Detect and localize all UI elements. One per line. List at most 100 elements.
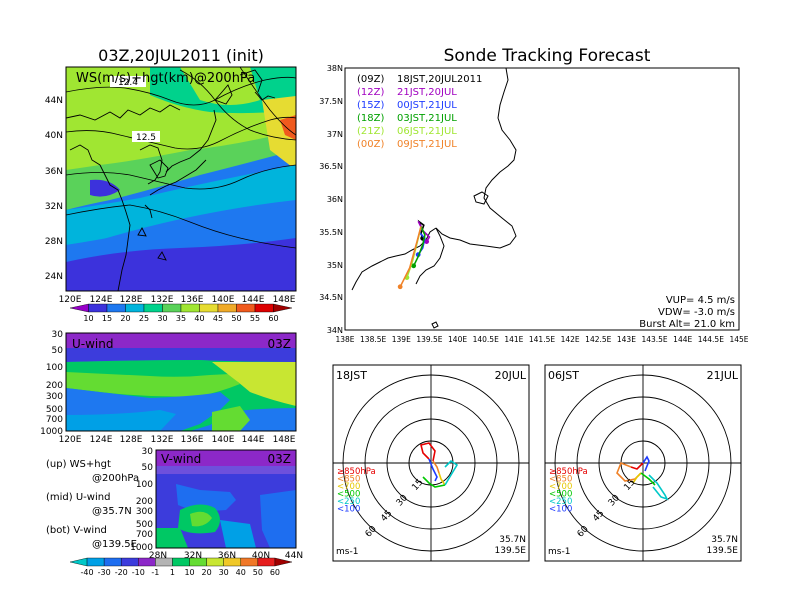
lon-tick: 138.5E: [360, 335, 386, 344]
contour-label-2: 12.5: [136, 133, 156, 143]
lat-tick: 28N: [45, 237, 63, 247]
colorbar-label: 30: [219, 568, 229, 577]
p-tick: 200: [136, 497, 153, 507]
panel-legend: (up) WS+hgt @200hPa (mid) U-wind @35.7N …: [46, 459, 139, 550]
top-panel-label: WS(m/s)+hgt(km)@200hPa: [76, 71, 255, 86]
top-colorbar: 10 15 20 25 30 35 40 45 50 55 60: [69, 303, 293, 323]
u-lon-ticks: 120E 124E 128E 132E 136E 140E 144E 148E: [59, 435, 296, 445]
lat-tick: 37N: [327, 130, 343, 139]
hodo-time: 18JST: [336, 369, 367, 382]
lat-tick: 24N: [45, 272, 63, 282]
colorbar-swatch: [217, 303, 237, 313]
contour-label-1: 12.4: [118, 78, 138, 88]
lat-tick: 44N: [45, 96, 63, 106]
p-tick: 100: [46, 363, 63, 373]
v-wind-time: 03Z: [268, 452, 292, 466]
lat-tick: 37.5N: [319, 97, 343, 106]
colorbar-swatch: [199, 303, 219, 313]
layer-legend-item: ≥850hPa: [549, 467, 588, 477]
sonde-track-line: [399, 226, 422, 288]
lon-tick: 132E: [151, 435, 174, 445]
colorbar-label: 60: [268, 314, 278, 323]
colorbar-swatch: [88, 303, 108, 313]
hodo-lon: 139.5E: [707, 546, 739, 556]
lon-tick: 148E: [273, 295, 296, 305]
wind-speed-map-panel: 12.4 12.5: [66, 67, 296, 291]
launch-legend: (09Z) 18JST,20JUL2011 (12Z) 21JST,20JUL …: [357, 74, 482, 150]
track-lat-ticks: 38N 37.5N 37N 36.5N 36N 35.5N 35N 34.5N …: [319, 64, 343, 335]
lat-tick: 40N: [252, 551, 270, 561]
colorbar-swatch: [172, 557, 190, 567]
colorbar-label: -30: [98, 568, 111, 577]
colorbar-swatch: [106, 303, 126, 313]
lon-tick: 140E: [212, 295, 235, 305]
top-lat-ticks: 44N 40N 36N 32N 28N 24N: [45, 96, 63, 282]
landing-point: [411, 263, 417, 269]
lon-tick: 124E: [90, 435, 113, 445]
hodo-date: 20JUL: [495, 369, 527, 382]
lat-tick: 28N: [149, 551, 167, 561]
wind-layer-trace: [432, 460, 440, 474]
launch-code: (18Z): [357, 113, 384, 124]
launch-code: (21Z): [357, 126, 384, 137]
colorbar-swatch: [240, 557, 259, 567]
hodo-lat: 35.7N: [711, 535, 738, 545]
p-tick: 500: [136, 520, 153, 530]
colorbar-swatch: [86, 557, 105, 567]
colorbar-label: 15: [102, 314, 112, 323]
colorbar-swatch: [206, 557, 224, 567]
hodo-right-labels: 06JST 21JUL ms-1 35.7N 139.5E: [548, 369, 739, 557]
ascent-info: VUP= 4.5 m/s VDW= -3.0 m/s Burst Alt= 21…: [639, 295, 735, 330]
layer-legend-item: <100: [549, 505, 572, 515]
colorbar-label: 35: [176, 314, 186, 323]
lat-tick: 32N: [45, 202, 63, 212]
landing-point: [424, 239, 430, 244]
layer-legend-item: ≥850hPa: [337, 467, 376, 477]
lon-tick: 120E: [59, 295, 82, 305]
wind-layer-trace: [640, 472, 656, 486]
colorbar-label: -20: [115, 568, 128, 577]
p-tick: 300: [136, 507, 153, 517]
hodo-lon: 139.5E: [495, 546, 527, 556]
colorbar-swatch: [155, 557, 173, 567]
colorbar-swatch: [257, 557, 276, 567]
lat-tick: 34.5N: [319, 293, 343, 302]
colorbar-swatch: [254, 303, 274, 313]
launch-label: 21JST,20JUL: [397, 87, 457, 98]
lon-tick: 142.5E: [585, 335, 611, 344]
hodo-date: 21JUL: [707, 369, 739, 382]
colorbar-swatch: [69, 303, 89, 313]
p-tick: 700: [136, 530, 153, 540]
colorbar-label: -40: [81, 568, 94, 577]
p-tick: 1000: [130, 543, 153, 553]
v-pressure-ticks: 30 50 100 200 300 500 700 1000: [130, 447, 153, 553]
hodo-unit: ms-1: [336, 547, 358, 557]
u-wind-panel: [66, 333, 296, 431]
lat-tick: 40N: [45, 131, 63, 141]
hodo-time: 06JST: [548, 369, 579, 382]
layer-legend-item: <500: [337, 490, 360, 500]
sonde-track-line: [412, 226, 426, 267]
top-lon-ticks: 120E 124E 128E 132E 136E 140E 144E 148E: [59, 295, 296, 305]
colorbar-swatch: [103, 557, 122, 567]
colorbar-label: 60: [270, 568, 280, 577]
lon-tick: 141E: [504, 335, 523, 344]
colorbar-label: 30: [157, 314, 167, 323]
lat-tick: 44N: [285, 551, 303, 561]
colorbar-label: 50: [253, 568, 263, 577]
launch-label: 03JST,21JUL: [397, 113, 457, 124]
legend-bot-b: @139.5E: [92, 539, 137, 550]
lat-tick: 32N: [184, 551, 202, 561]
hodo-unit: ms-1: [548, 547, 570, 557]
lon-tick: 141.5E: [529, 335, 555, 344]
colorbar-label: 20: [120, 314, 130, 323]
wind-layer-trace: [632, 472, 642, 484]
legend-mid-a: (mid) U-wind: [46, 492, 110, 503]
launch-code: (15Z): [357, 100, 384, 111]
layer-legend-item: <250: [337, 497, 360, 507]
lon-tick: 136E: [181, 295, 204, 305]
wind-layer-trace: [642, 455, 650, 472]
colorbar-swatch: [180, 303, 200, 313]
colorbar-label: 45: [213, 314, 223, 323]
lon-tick: 120E: [59, 435, 82, 445]
